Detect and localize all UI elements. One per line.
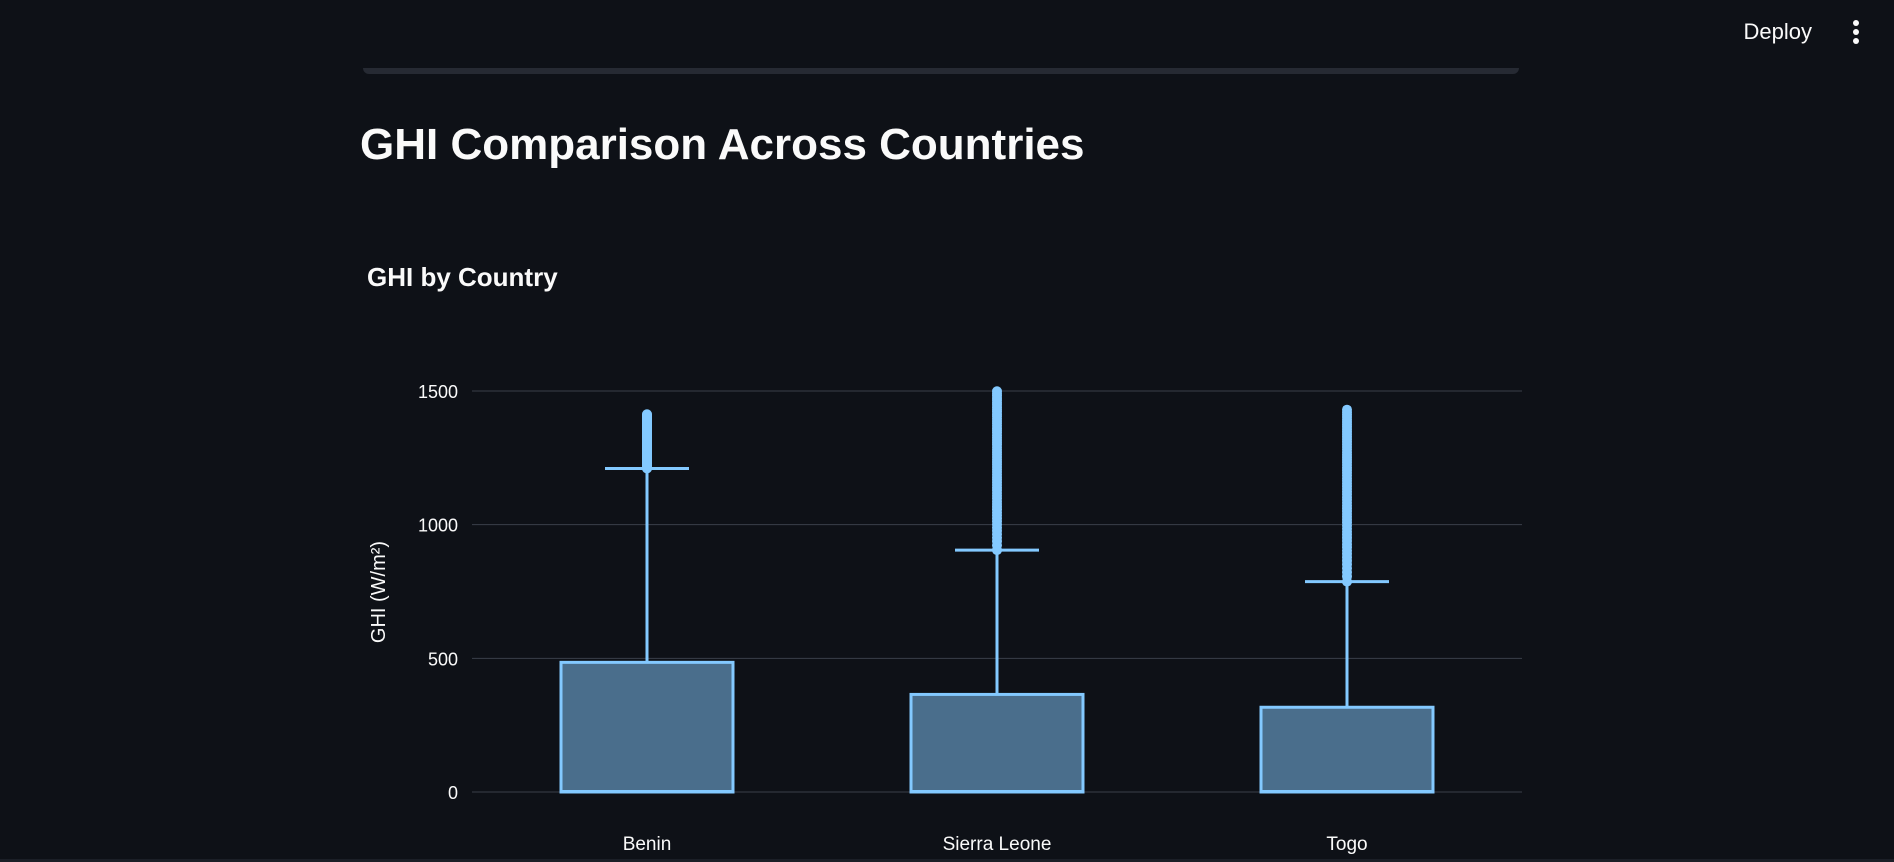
box-body — [1259, 705, 1435, 794]
x-tick-layer: Benin Sierra Leone Togo — [623, 834, 1368, 855]
vertical-ellipsis-icon[interactable] — [1844, 18, 1868, 46]
outlier-point — [642, 409, 652, 420]
page-title: GHI Comparison Across Countries — [360, 120, 1085, 169]
y-tick-label: 0 — [448, 783, 458, 803]
y-axis-label: GHI (W/m²) — [368, 541, 390, 643]
y-tick-layer: 0 500 1000 1500 — [418, 382, 458, 803]
section-divider — [363, 68, 1519, 74]
y-tick-label: 1500 — [418, 382, 458, 402]
box-togo — [1259, 404, 1435, 794]
outlier-points — [1342, 404, 1352, 587]
x-tick-label: Benin — [623, 834, 672, 855]
deploy-button[interactable]: Deploy — [1734, 13, 1822, 51]
box-body — [909, 692, 1085, 794]
outlier-point — [1342, 404, 1352, 415]
box-body — [559, 660, 735, 794]
y-tick-label: 500 — [428, 649, 458, 669]
x-tick-label: Sierra Leone — [943, 834, 1052, 855]
y-tick-label: 1000 — [418, 516, 458, 536]
box-benin — [559, 409, 735, 794]
x-tick-label: Togo — [1326, 834, 1367, 855]
bottom-edge — [0, 859, 1894, 862]
box-sierra-leone — [909, 386, 1085, 794]
outlier-points — [642, 409, 652, 474]
menu-dot — [1853, 20, 1859, 26]
chart-title: GHI by Country — [367, 262, 558, 292]
top-toolbar: Deploy — [1734, 0, 1894, 64]
box-layer — [559, 386, 1435, 794]
menu-dot — [1853, 38, 1859, 44]
outlier-point — [992, 386, 1002, 397]
outlier-points — [992, 386, 1002, 556]
menu-dot — [1853, 29, 1859, 35]
